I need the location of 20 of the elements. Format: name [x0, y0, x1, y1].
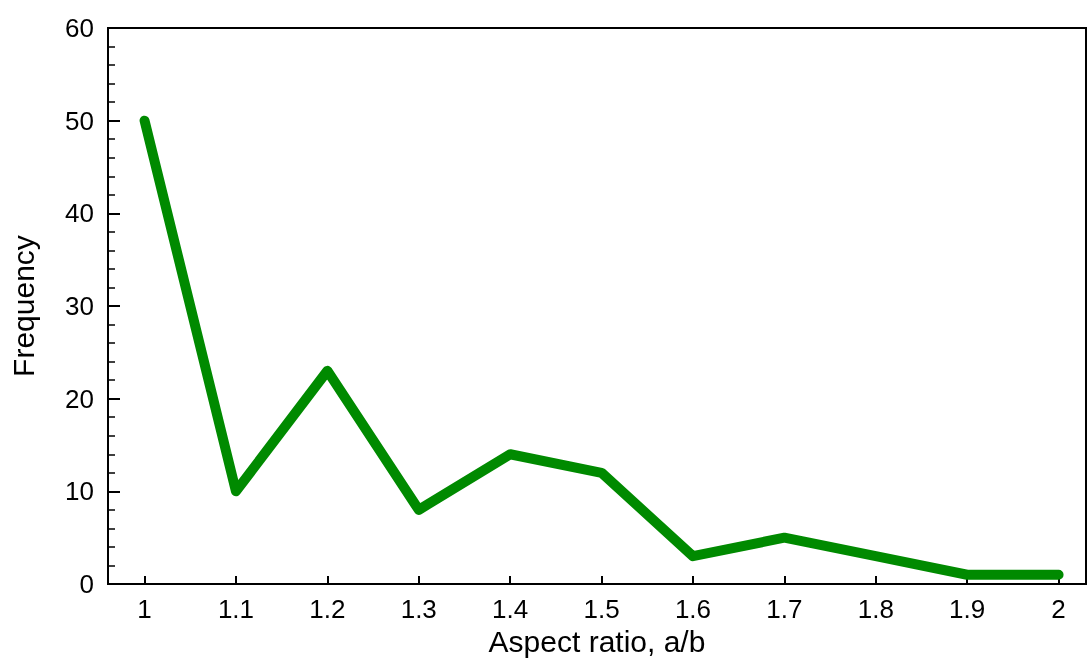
y-tick-label: 20: [65, 383, 94, 414]
x-tick-label: 1.9: [949, 594, 986, 624]
y-tick-label: 10: [65, 476, 94, 507]
y-tick-label: 40: [65, 198, 94, 229]
x-tick-label: 1.5: [583, 594, 620, 624]
x-tick-label: 1.2: [309, 594, 346, 624]
y-tick-label: 30: [65, 291, 94, 321]
x-tick-label: 1.8: [857, 594, 894, 624]
x-tick-label: 1.4: [492, 594, 529, 624]
x-tick-label: 1.7: [766, 594, 803, 624]
x-tick-label: 1.3: [400, 594, 437, 624]
y-axis-title: Frequency: [6, 235, 40, 377]
y-tick-label: 0: [79, 569, 94, 599]
x-tick-label: 1.1: [217, 594, 255, 624]
x-tick-label: 1: [137, 594, 152, 624]
y-tick-label: 50: [65, 105, 94, 136]
x-tick-label: 1.6: [674, 594, 712, 624]
y-tick-label: 60: [65, 13, 94, 43]
x-axis-title: Aspect ratio, a/b: [488, 625, 706, 659]
x-tick-label: 2: [1051, 594, 1066, 624]
